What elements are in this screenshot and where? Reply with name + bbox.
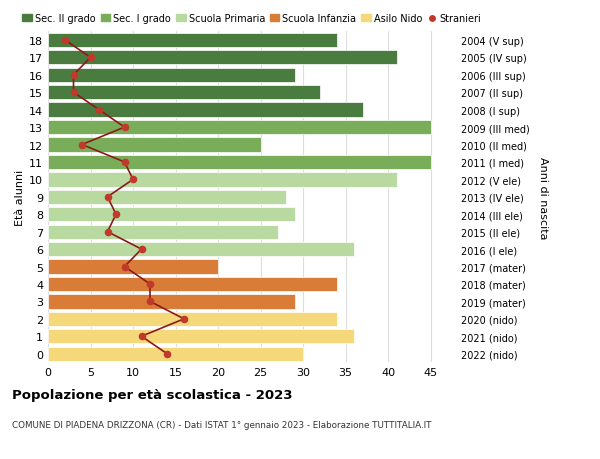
Point: [137, 333, 146, 340]
Point: [103, 229, 112, 236]
Point: [86, 55, 95, 62]
Point: [162, 350, 172, 358]
Bar: [48, 190, 286, 205]
Bar: [48, 312, 337, 326]
Point: [179, 315, 189, 323]
Point: [111, 211, 121, 218]
Legend: Sec. II grado, Sec. I grado, Scuola Primaria, Scuola Infanzia, Asilo Nido, Stran: Sec. II grado, Sec. I grado, Scuola Prim…: [22, 14, 482, 24]
Bar: [48, 156, 431, 170]
Point: [137, 246, 146, 253]
Bar: [48, 207, 295, 222]
Bar: [48, 295, 295, 309]
Point: [128, 176, 138, 184]
Point: [94, 107, 104, 114]
Point: [145, 280, 155, 288]
Point: [69, 72, 78, 79]
Point: [120, 159, 130, 166]
Point: [145, 298, 155, 305]
Point: [120, 124, 130, 131]
Bar: [48, 51, 397, 65]
Bar: [48, 277, 337, 291]
Point: [120, 263, 130, 271]
Bar: [48, 138, 260, 152]
Y-axis label: Età alunni: Età alunni: [15, 169, 25, 225]
Bar: [48, 330, 354, 344]
Text: Popolazione per età scolastica - 2023: Popolazione per età scolastica - 2023: [12, 388, 293, 401]
Bar: [48, 103, 362, 118]
Y-axis label: Anni di nascita: Anni di nascita: [538, 156, 548, 239]
Bar: [48, 173, 397, 187]
Bar: [48, 347, 303, 361]
Bar: [48, 86, 320, 100]
Bar: [48, 260, 218, 274]
Bar: [48, 121, 431, 135]
Point: [103, 194, 112, 201]
Point: [77, 141, 87, 149]
Bar: [48, 242, 354, 257]
Point: [69, 90, 78, 97]
Bar: [48, 68, 295, 83]
Text: COMUNE DI PIADENA DRIZZONA (CR) - Dati ISTAT 1° gennaio 2023 - Elaborazione TUTT: COMUNE DI PIADENA DRIZZONA (CR) - Dati I…: [12, 420, 431, 429]
Bar: [48, 225, 277, 239]
Bar: [48, 34, 337, 48]
Point: [60, 37, 70, 45]
